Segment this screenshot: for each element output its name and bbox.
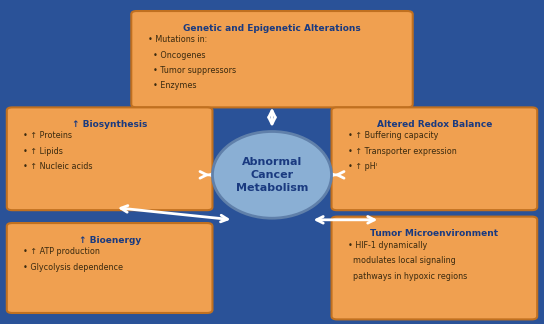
FancyBboxPatch shape — [131, 11, 413, 107]
Text: • Mutations in:: • Mutations in: — [147, 35, 207, 44]
Text: • ↑ Transporter expression: • ↑ Transporter expression — [348, 147, 456, 156]
Text: • ↑ Proteins: • ↑ Proteins — [23, 132, 72, 141]
Text: Tumor Microenvironment: Tumor Microenvironment — [370, 229, 498, 238]
FancyBboxPatch shape — [331, 107, 537, 210]
Text: ↑ Bioenergy: ↑ Bioenergy — [78, 236, 141, 245]
Text: • ↑ Lipids: • ↑ Lipids — [23, 147, 63, 156]
Text: • Enzymes: • Enzymes — [147, 81, 196, 90]
Text: • ↑ pHᴵ: • ↑ pHᴵ — [348, 162, 377, 171]
Text: ↑ Biosynthesis: ↑ Biosynthesis — [72, 120, 147, 129]
Text: • ↑ ATP production: • ↑ ATP production — [23, 247, 100, 256]
Text: Altered Redox Balance: Altered Redox Balance — [376, 120, 492, 129]
Text: • ↑ Nucleic acids: • ↑ Nucleic acids — [23, 162, 92, 171]
Text: • Oncogenes: • Oncogenes — [147, 51, 205, 60]
FancyBboxPatch shape — [331, 217, 537, 319]
Text: modulates local signaling: modulates local signaling — [348, 256, 455, 265]
Text: Abnormal
Cancer
Metabolism: Abnormal Cancer Metabolism — [236, 156, 308, 193]
Text: • Glycolysis dependence: • Glycolysis dependence — [23, 262, 123, 272]
Text: Genetic and Epigenetic Alterations: Genetic and Epigenetic Alterations — [183, 24, 361, 33]
Text: pathways in hypoxic regions: pathways in hypoxic regions — [348, 272, 467, 281]
Text: • Tumor suppressors: • Tumor suppressors — [147, 66, 236, 75]
FancyBboxPatch shape — [7, 107, 213, 210]
Text: • ↑ Buffering capacity: • ↑ Buffering capacity — [348, 132, 438, 141]
Text: • HIF-1 dynamically: • HIF-1 dynamically — [348, 241, 427, 250]
FancyBboxPatch shape — [7, 223, 213, 313]
Ellipse shape — [213, 132, 331, 218]
